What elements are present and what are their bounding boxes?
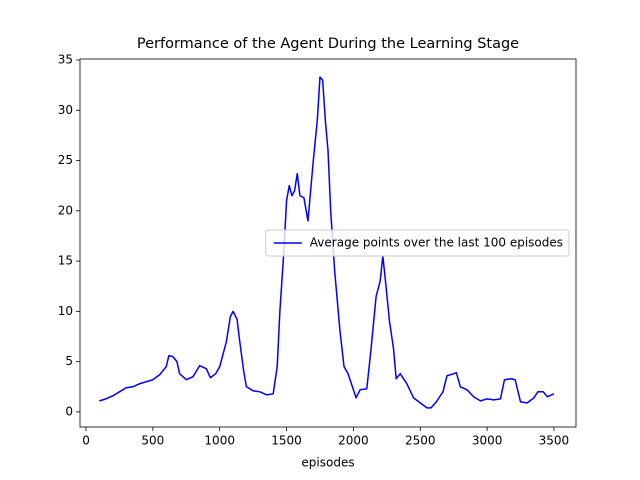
x-tick-label: 1500 xyxy=(271,434,302,448)
x-tick-label: 3000 xyxy=(472,434,503,448)
x-tick-label: 0 xyxy=(82,434,90,448)
y-tick-label: 20 xyxy=(58,203,73,217)
x-tick-label: 1000 xyxy=(204,434,235,448)
x-tick-label: 3500 xyxy=(539,434,570,448)
legend: Average points over the last 100 episode… xyxy=(265,229,570,257)
y-tick-label: 10 xyxy=(58,304,73,318)
legend-box xyxy=(265,229,570,257)
x-tick-label: 2500 xyxy=(405,434,436,448)
y-tick-label: 0 xyxy=(65,404,73,418)
y-tick-label: 25 xyxy=(58,153,73,167)
legend-label: Average points over the last 100 episode… xyxy=(310,236,563,250)
x-axis-label: episodes xyxy=(301,456,354,470)
y-tick-label: 5 xyxy=(65,354,73,368)
chart-title: Performance of the Agent During the Lear… xyxy=(137,36,519,52)
y-tick-label: 35 xyxy=(58,53,73,67)
y-tick-label: 15 xyxy=(58,254,73,268)
x-tick-label: 500 xyxy=(141,434,164,448)
x-tick-label: 2000 xyxy=(338,434,369,448)
line-series xyxy=(99,76,555,409)
plot-frame xyxy=(79,58,577,428)
y-tick-label: 30 xyxy=(58,103,73,117)
